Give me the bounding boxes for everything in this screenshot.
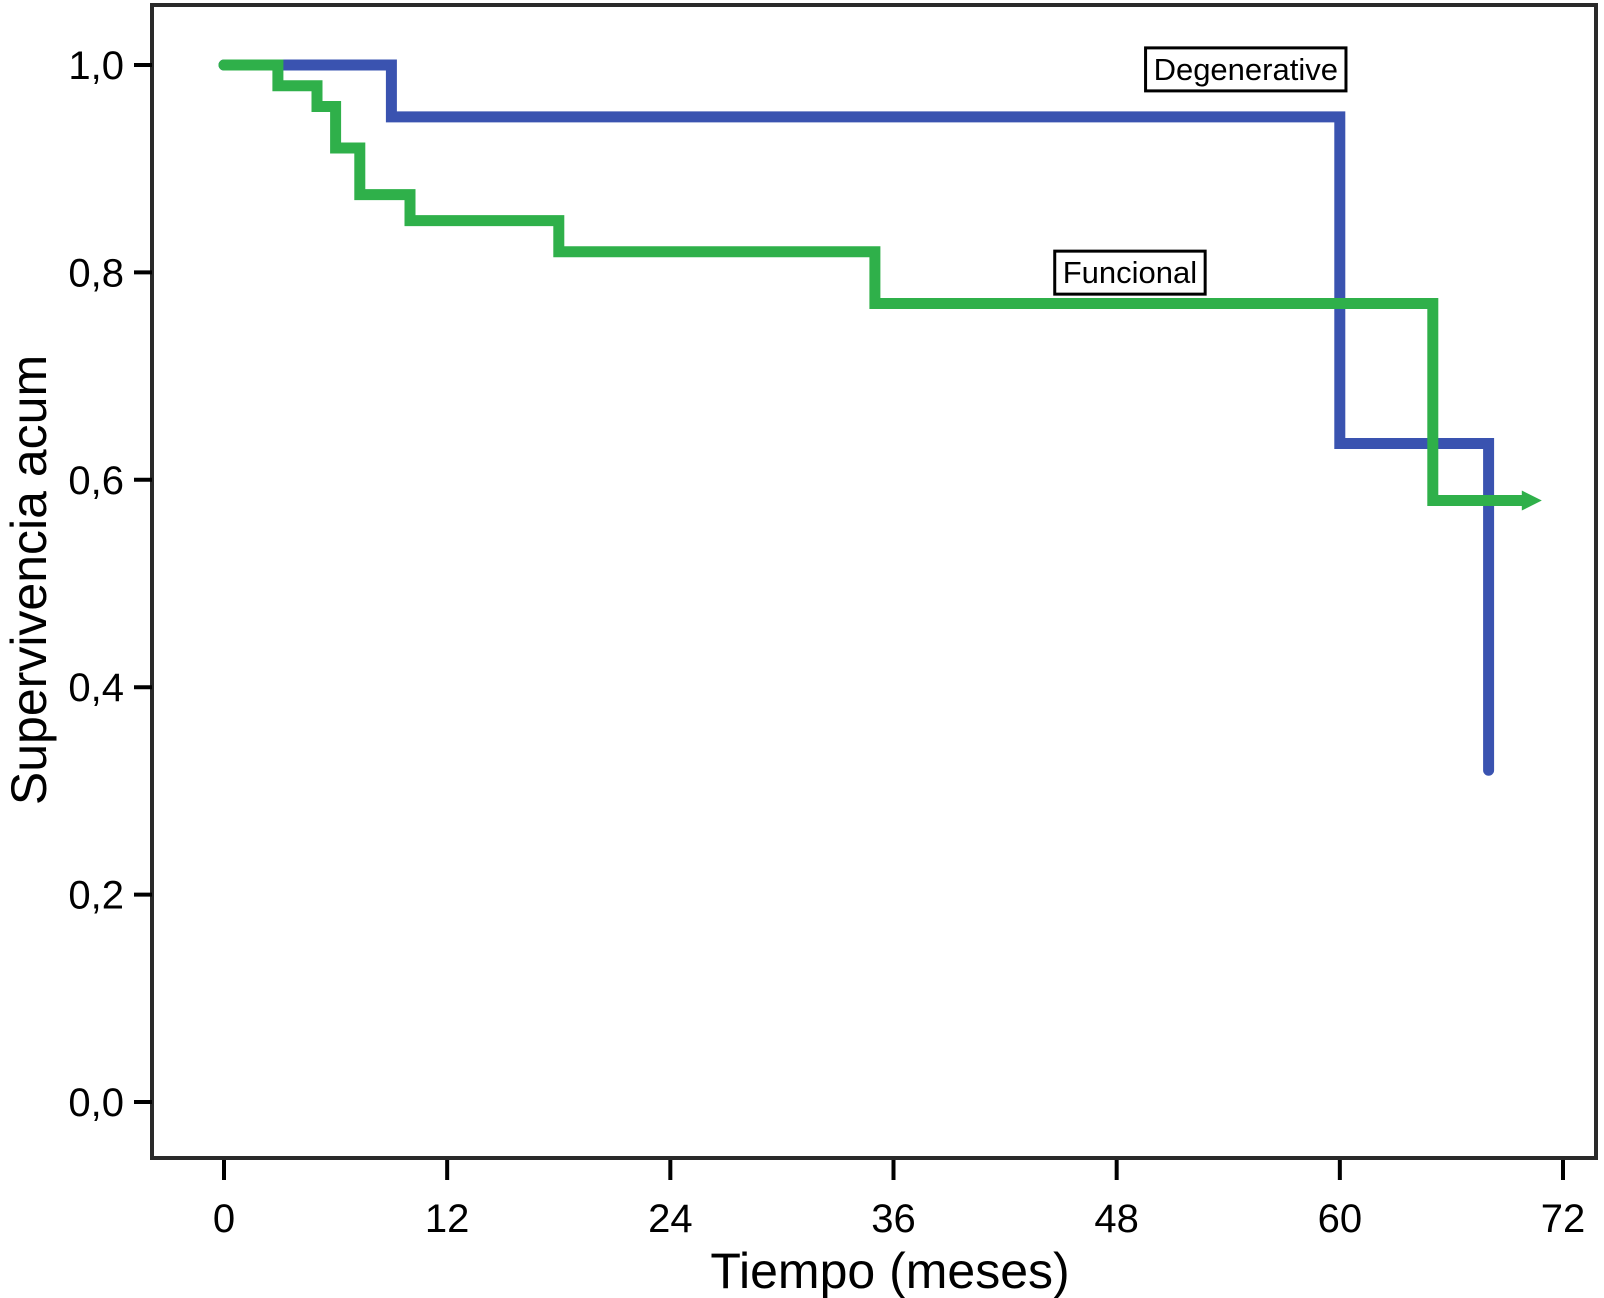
x-axis-ticks: 0 12 24 36 48 60 72 xyxy=(213,1160,1585,1241)
series-line-funcional xyxy=(218,59,1532,506)
y-tick-label: 0,2 xyxy=(68,874,124,918)
curve-labels: Degenerative Funcional xyxy=(1053,46,1348,296)
y-axis-ticks: 0,0 0,2 0,4 0,6 0,8 1,0 xyxy=(68,44,152,1125)
x-tick-label: 24 xyxy=(648,1197,693,1241)
x-tick-label: 48 xyxy=(1094,1197,1139,1241)
x-tick-label: 0 xyxy=(213,1197,235,1241)
x-axis-title: Tiempo (meses) xyxy=(710,1243,1069,1298)
curve-label-box xyxy=(1144,46,1348,93)
y-tick-label: 0,8 xyxy=(68,251,124,295)
y-axis-title: Supervivencia acum xyxy=(1,355,57,805)
curve-label-text: Funcional xyxy=(1063,255,1197,290)
x-tick-label: 12 xyxy=(425,1197,470,1241)
x-tick-label: 72 xyxy=(1541,1197,1586,1241)
x-tick-label: 36 xyxy=(871,1197,916,1241)
plot-area xyxy=(150,3,1598,1160)
curve-label-funcional: Funcional xyxy=(1053,249,1207,296)
y-tick-label: 0,6 xyxy=(68,459,124,503)
curve-label-degenerative: Degenerative xyxy=(1144,46,1348,93)
y-tick-label: 1,0 xyxy=(68,44,124,88)
series-lines xyxy=(218,59,1542,776)
curve-label-text: Degenerative xyxy=(1154,52,1338,87)
curve-label-box xyxy=(1053,249,1207,296)
x-tick-label: 60 xyxy=(1318,1197,1363,1241)
y-tick-label: 0,4 xyxy=(68,666,124,710)
y-tick-label: 0,0 xyxy=(68,1081,124,1125)
censor-arrow-icon xyxy=(1521,490,1542,511)
series-line-degenerative xyxy=(218,59,1495,776)
